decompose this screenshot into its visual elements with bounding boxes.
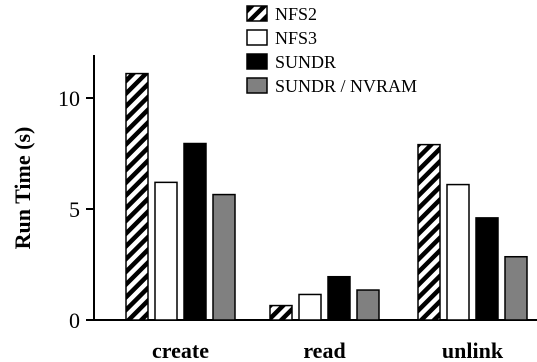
x-category-label: unlink xyxy=(442,338,504,362)
legend-swatch xyxy=(246,29,268,46)
bar-nfs2-read xyxy=(269,304,293,321)
x-category-label: create xyxy=(152,338,209,362)
bar-nfs3-create xyxy=(154,181,178,321)
legend-label: SUNDR xyxy=(275,52,336,72)
y-axis-title: Run Time (s) xyxy=(10,127,35,250)
legend-label: NFS3 xyxy=(275,28,317,48)
x-category-label: read xyxy=(303,338,345,362)
bar-nfs2-create xyxy=(125,72,149,321)
bar-sundr-read xyxy=(327,275,351,321)
legend: NFS2 NFS3 SUNDR SUNDR / NVRAM xyxy=(246,4,417,96)
y-tick-label: 10 xyxy=(58,86,80,111)
legend-swatch xyxy=(246,5,268,22)
legend-label: NFS2 xyxy=(275,4,317,24)
y-tick-label: 5 xyxy=(69,197,80,222)
bar-nfs2-unlink xyxy=(417,143,441,321)
bar-sundr-create xyxy=(183,142,207,321)
bar-sundr-nvram-create xyxy=(212,193,236,321)
legend-label: SUNDR / NVRAM xyxy=(275,76,417,96)
bar-nfs3-read xyxy=(298,293,322,321)
bar-sundr-nvram-unlink xyxy=(504,255,528,321)
bar-nfs3-unlink xyxy=(446,183,470,321)
y-tick-label: 0 xyxy=(69,308,80,333)
bars xyxy=(125,72,528,321)
bar-sundr-unlink xyxy=(475,217,499,321)
bar-sundr-nvram-read xyxy=(356,289,380,321)
legend-swatch xyxy=(246,77,268,94)
legend-swatch xyxy=(246,53,268,70)
